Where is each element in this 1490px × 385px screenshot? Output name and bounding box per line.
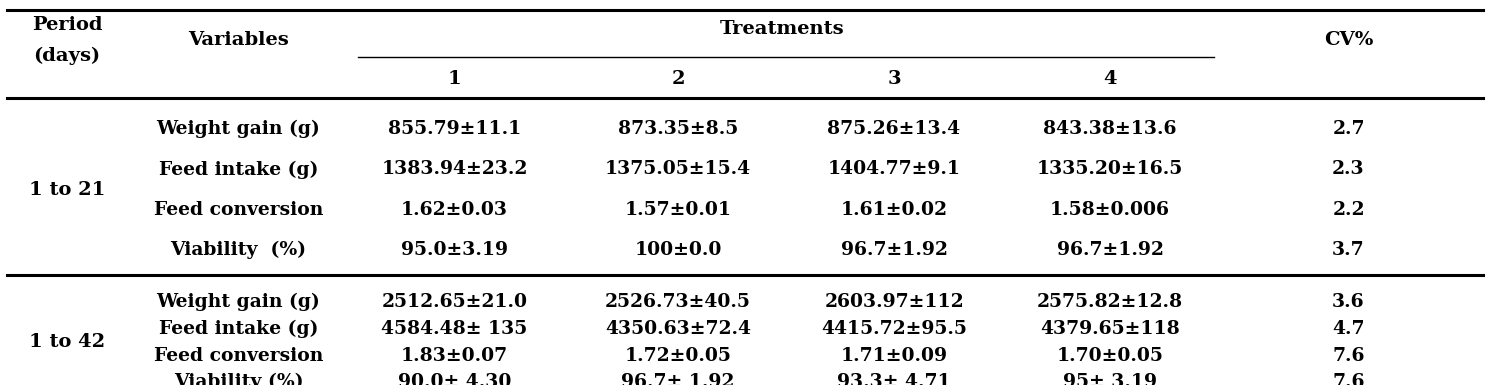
Text: 1.61±0.02: 1.61±0.02: [840, 201, 948, 219]
Text: Feed intake (g): Feed intake (g): [159, 160, 317, 179]
Text: 4350.63±72.4: 4350.63±72.4: [605, 320, 751, 338]
Text: 1.62±0.03: 1.62±0.03: [401, 201, 508, 219]
Text: 4379.65±118: 4379.65±118: [1040, 320, 1180, 338]
Text: 2.3: 2.3: [1332, 161, 1365, 178]
Text: 4584.48± 135: 4584.48± 135: [381, 320, 527, 338]
Text: 1 to 42: 1 to 42: [28, 333, 106, 351]
Text: 4: 4: [1103, 70, 1118, 88]
Text: 855.79±11.1: 855.79±11.1: [387, 120, 522, 138]
Text: 1.57±0.01: 1.57±0.01: [624, 201, 732, 219]
Text: 3.7: 3.7: [1332, 241, 1365, 259]
Text: 1.83±0.07: 1.83±0.07: [401, 347, 508, 365]
Text: 2.2: 2.2: [1332, 201, 1365, 219]
Text: 3.6: 3.6: [1332, 293, 1365, 311]
Text: Viability (%): Viability (%): [174, 373, 302, 385]
Text: 95± 3.19: 95± 3.19: [1062, 373, 1158, 385]
Text: 93.3± 4.71: 93.3± 4.71: [837, 373, 951, 385]
Text: 875.26±13.4: 875.26±13.4: [827, 120, 961, 138]
Text: Variables: Variables: [188, 32, 289, 49]
Text: Feed conversion: Feed conversion: [153, 347, 323, 365]
Text: 2603.97±112: 2603.97±112: [824, 293, 964, 311]
Text: 1.71±0.09: 1.71±0.09: [840, 347, 948, 365]
Text: 3: 3: [887, 70, 901, 88]
Text: 90.0± 4.30: 90.0± 4.30: [398, 373, 511, 385]
Text: 7.6: 7.6: [1332, 347, 1365, 365]
Text: Viability  (%): Viability (%): [170, 241, 307, 259]
Text: 1404.77±9.1: 1404.77±9.1: [827, 161, 961, 178]
Text: Period: Period: [31, 16, 103, 34]
Text: 1.70±0.05: 1.70±0.05: [1056, 347, 1164, 365]
Text: 2.7: 2.7: [1332, 120, 1365, 138]
Text: 843.38±13.6: 843.38±13.6: [1043, 120, 1177, 138]
Text: Feed conversion: Feed conversion: [153, 201, 323, 219]
Text: (days): (days): [33, 47, 101, 65]
Text: 1375.05±15.4: 1375.05±15.4: [605, 161, 751, 178]
Text: 4415.72±95.5: 4415.72±95.5: [821, 320, 967, 338]
Text: 7.6: 7.6: [1332, 373, 1365, 385]
Text: Weight gain (g): Weight gain (g): [156, 293, 320, 311]
Text: 1.58±0.006: 1.58±0.006: [1050, 201, 1170, 219]
Text: 2512.65±21.0: 2512.65±21.0: [381, 293, 527, 311]
Text: 4.7: 4.7: [1332, 320, 1365, 338]
Text: 1: 1: [447, 70, 462, 88]
Text: 1 to 21: 1 to 21: [28, 181, 106, 199]
Text: CV%: CV%: [1323, 32, 1374, 49]
Text: 96.7±1.92: 96.7±1.92: [1056, 241, 1164, 259]
Text: 2526.73±40.5: 2526.73±40.5: [605, 293, 751, 311]
Text: 1335.20±16.5: 1335.20±16.5: [1037, 161, 1183, 178]
Text: 1383.94±23.2: 1383.94±23.2: [381, 161, 527, 178]
Text: 2575.82±12.8: 2575.82±12.8: [1037, 293, 1183, 311]
Text: 1.72±0.05: 1.72±0.05: [624, 347, 732, 365]
Text: Feed intake (g): Feed intake (g): [159, 320, 317, 338]
Text: 100±0.0: 100±0.0: [635, 241, 721, 259]
Text: Treatments: Treatments: [720, 20, 845, 38]
Text: 2: 2: [670, 70, 685, 88]
Text: 873.35±8.5: 873.35±8.5: [618, 120, 738, 138]
Text: Weight gain (g): Weight gain (g): [156, 120, 320, 138]
Text: 96.7±1.92: 96.7±1.92: [840, 241, 948, 259]
Text: 96.7± 1.92: 96.7± 1.92: [621, 373, 735, 385]
Text: 95.0±3.19: 95.0±3.19: [401, 241, 508, 259]
